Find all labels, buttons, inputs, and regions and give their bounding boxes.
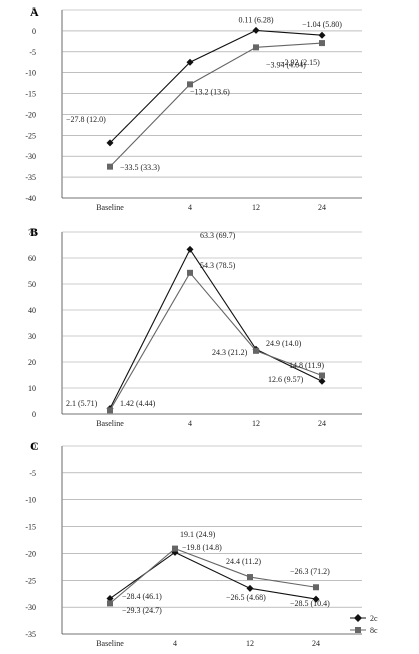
panel-letter-c: C	[30, 439, 39, 453]
x-tick-label: 24	[312, 639, 320, 648]
y-tick-label: 30	[28, 332, 36, 341]
data-label-2c: −28.5 (10.4)	[290, 599, 330, 608]
series-line-2c	[109, 29, 323, 144]
panel-a: A -40 -35 -30 -25 -20 -15 -10 -5 0 5 Baseline 4 12 2…	[25, 5, 362, 212]
data-point-2c	[318, 31, 326, 39]
data-label-8c: −3.94 (4.04)	[266, 60, 306, 69]
data-point-2c	[106, 595, 114, 603]
x-tick-label: 24	[318, 419, 326, 428]
y-tick-label: 50	[28, 280, 36, 289]
data-label-8c: −2.92 (2.15)	[280, 58, 320, 67]
legend-marker-2c	[354, 614, 362, 622]
data-point-8c	[253, 44, 259, 51]
data-label-8c: 54.3 (78.5)	[200, 261, 236, 270]
y-tick-label: -40	[25, 194, 36, 203]
y-tick-label: -25	[25, 576, 36, 585]
data-label-8c: 24.4 (11.2)	[226, 557, 261, 566]
x-tick-label: 12	[246, 639, 254, 648]
data-label-2c: −28.4 (46.1)	[122, 592, 162, 601]
data-label-2c: 2.1 (5.71)	[66, 399, 98, 408]
data-point-8c	[319, 40, 325, 47]
legend-label-2c: 2c	[370, 614, 378, 623]
panel-b: B 0 10 20 30 40 50 60 70 Baseline 4 12 24 2.1 (5.7…	[28, 225, 362, 428]
y-tick-label: -30	[25, 152, 36, 161]
data-label-8c: 24.3 (21.2)	[212, 348, 248, 357]
series-line-8c	[109, 547, 317, 604]
data-point-8c	[107, 163, 113, 170]
panel-letter-b: B	[30, 225, 38, 239]
data-point-8c	[107, 407, 113, 414]
data-label-8c: 19.1 (24.9)	[180, 530, 216, 539]
data-label-annotation: −27.8 (12.0)	[66, 115, 106, 124]
y-tick-label: 40	[28, 306, 36, 315]
data-point-8c	[253, 347, 259, 354]
y-tick-label: 5	[32, 6, 36, 15]
data-point-2c	[318, 377, 326, 385]
data-label-annotation: −33.5 (33.3)	[120, 163, 160, 172]
x-tick-label: Baseline	[96, 639, 124, 648]
x-tick-label: 24	[318, 203, 326, 212]
y-tick-label: -20	[25, 110, 36, 119]
data-label-8c: 14.8 (11.9)	[289, 361, 324, 370]
data-point-2c	[252, 26, 260, 34]
y-tick-label: 0	[32, 410, 36, 419]
data-label-8c: −29.3 (24.7)	[122, 606, 162, 615]
y-tick-label: -25	[25, 131, 36, 140]
data-label-2c: −19.8 (14.8)	[182, 543, 222, 552]
y-tick-label: -15	[25, 90, 36, 99]
data-point-2c	[246, 584, 254, 592]
data-point-2c	[186, 245, 194, 253]
y-tick-label: -10	[25, 496, 36, 505]
data-label-2c: 0.11 (6.28)	[238, 15, 273, 24]
y-tick-label: 0	[32, 442, 36, 451]
y-tick-label: 20	[28, 358, 36, 367]
y-tick-label: -20	[25, 549, 36, 558]
series-line-8c	[109, 42, 323, 168]
data-point-8c	[187, 81, 193, 88]
legend-marker-8c	[355, 627, 361, 633]
x-tick-label: 4	[188, 419, 192, 428]
y-tick-label: -5	[29, 48, 36, 57]
x-tick-label: Baseline	[96, 203, 124, 212]
data-point-8c	[319, 372, 325, 379]
data-point-2c	[106, 139, 114, 147]
y-tick-label: 0	[32, 27, 36, 36]
panel-letter-a: A	[30, 5, 39, 19]
data-label-2c: 63.3 (69.7)	[200, 231, 236, 240]
data-point-2c	[312, 595, 320, 603]
y-tick-label: -15	[25, 523, 36, 532]
data-point-8c	[172, 545, 178, 552]
data-point-8c	[313, 584, 319, 591]
series-line-8c	[109, 271, 323, 411]
data-label-2c: 12.6 (9.57)	[268, 375, 304, 384]
y-tick-label: -10	[25, 69, 36, 78]
y-tick-label: -35	[25, 630, 36, 639]
panel-c: C -35 -30 -25 -20 -15 -10 -5 0 Baseline 4 12 24 −2…	[25, 439, 362, 648]
y-tick-label: -35	[25, 173, 36, 182]
x-tick-label: 12	[252, 419, 260, 428]
data-label-8c: 1.42 (4.44)	[120, 399, 156, 408]
data-label-8c: −13.2 (13.6)	[190, 87, 230, 96]
x-tick-label: 12	[252, 203, 260, 212]
x-tick-label: 4	[173, 639, 177, 648]
legend-label-8c: 8c	[370, 626, 378, 635]
data-label-2c: −26.5 (4.68)	[226, 593, 266, 602]
data-label-2c: −1.04 (5.80)	[302, 20, 342, 29]
y-tick-label: 10	[28, 384, 36, 393]
data-label-8c: −26.3 (71.2)	[290, 567, 330, 576]
y-tick-label: -5	[29, 469, 36, 478]
x-tick-label: Baseline	[96, 419, 124, 428]
y-tick-label: 60	[28, 254, 36, 263]
data-point-8c	[247, 574, 253, 581]
data-point-2c	[186, 58, 194, 66]
y-tick-label: -30	[25, 603, 36, 612]
data-label-2c: 24.9 (14.0)	[266, 339, 302, 348]
legend: 2c 8c	[350, 614, 378, 635]
data-point-8c	[107, 600, 113, 607]
data-point-8c	[187, 269, 193, 276]
y-tick-label: 70	[28, 228, 36, 237]
x-tick-label: 4	[188, 203, 192, 212]
series-line-2c	[109, 248, 323, 409]
